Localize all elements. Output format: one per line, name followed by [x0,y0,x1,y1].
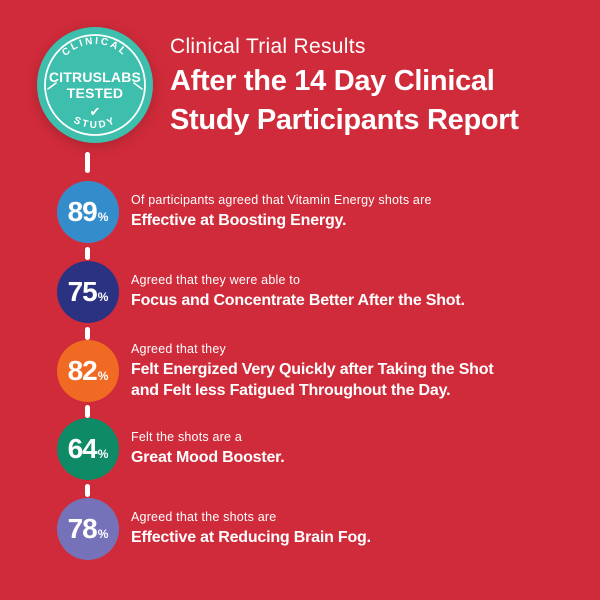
percent-sign: % [97,527,109,541]
page-title: After the 14 Day Clinical Study Particip… [170,62,519,140]
stat-text: Agreed that they Felt Energized Very Qui… [131,341,494,401]
stat-intro: Felt the shots are a [131,430,243,444]
stat-circle-64: 64% [57,418,119,480]
stat-claim: Felt Energized Very Quickly after Taking… [131,359,494,401]
stat-text: Felt the shots are a Great Mood Booster. [131,430,285,468]
stat-intro: Agreed that they [131,341,226,356]
badge-name-line1: CITRUSLABS [49,69,141,85]
stat-intro: Of participants agreed that Vitamin Ener… [131,193,432,207]
stat-number: 64 [67,433,98,464]
stat-claim-line1: Focus and Concentrate Better After the S… [131,292,465,309]
header: Clinical Trial Results After the 14 Day … [170,34,519,140]
timeline-dash [85,484,90,497]
badge-right-tick-icon [133,82,143,90]
stat-claim: Focus and Concentrate Better After the S… [131,290,465,311]
stat-circle-75: 75% [57,261,119,323]
stat-text: Agreed that the shots are Effective at R… [131,510,371,548]
stat-value: 64% [68,433,109,465]
percent-sign: % [97,210,109,224]
timeline-dash [85,152,90,173]
badge-circle [37,27,153,143]
stat-number: 78 [67,513,98,544]
badge-name-line2: TESTED [67,85,123,101]
stat-value: 78% [68,513,109,545]
page-title-line1: After the 14 Day Clinical [170,65,495,97]
stat-intro: Agreed that the shots are [131,510,277,524]
stat-claim-line1: Effective at Reducing Brain Fog. [131,529,371,546]
stat-value: 82% [68,355,109,387]
stat-claim-line2: and Felt less Fatigued Throughout the Da… [131,381,451,399]
stat-circle-82: 82% [57,340,119,402]
citruslabs-tested-badge: CLINICAL STUDY CITRUSLABS TESTED ✔ [37,27,153,143]
timeline-dash [85,327,90,340]
stat-text: Agreed that they were able to Focus and … [131,273,465,311]
percent-sign: % [97,369,109,383]
stat-value: 75% [68,276,109,308]
stat-number: 82 [67,355,98,386]
stat-intro: Agreed that they were able to [131,273,301,287]
badge-ring [44,34,146,136]
badge-seal-icon: CLINICAL STUDY CITRUSLABS TESTED ✔ [37,27,153,143]
stat-row-brain-fog: 78% Agreed that the shots are Effective … [57,498,371,560]
stat-claim-line1: Felt Energized Very Quickly after Taking… [131,360,494,378]
stat-claim-line1: Effective at Boosting Energy. [131,212,347,229]
percent-sign: % [97,290,109,304]
stat-row-mood-booster: 64% Felt the shots are a Great Mood Boos… [57,418,285,480]
stat-row-energized-quickly: 82% Agreed that they Felt Energized Very… [57,340,494,402]
stat-circle-78: 78% [57,498,119,560]
stat-number: 75 [67,276,98,307]
timeline-dash [85,405,90,418]
stat-number: 89 [67,196,98,227]
check-icon: ✔ [90,104,101,119]
stat-value: 89% [68,196,109,228]
stat-claim: Great Mood Booster. [131,447,285,468]
stat-claim-line1: Great Mood Booster. [131,449,285,466]
stat-row-focus-concentrate: 75% Agreed that they were able to Focus … [57,261,465,323]
badge-left-tick-icon [47,82,57,90]
stat-claim: Effective at Reducing Brain Fog. [131,527,371,548]
stat-circle-89: 89% [57,181,119,243]
percent-sign: % [97,447,109,461]
stat-claim: Effective at Boosting Energy. [131,210,432,231]
header-subtitle: Clinical Trial Results [170,35,366,58]
timeline-dash [85,247,90,260]
stat-row-boosting-energy: 89% Of participants agreed that Vitamin … [57,181,432,243]
page-title-line2: Study Participants Report [170,104,519,136]
stat-text: Of participants agreed that Vitamin Ener… [131,193,432,231]
badge-arc-bottom-text: STUDY [72,115,118,131]
